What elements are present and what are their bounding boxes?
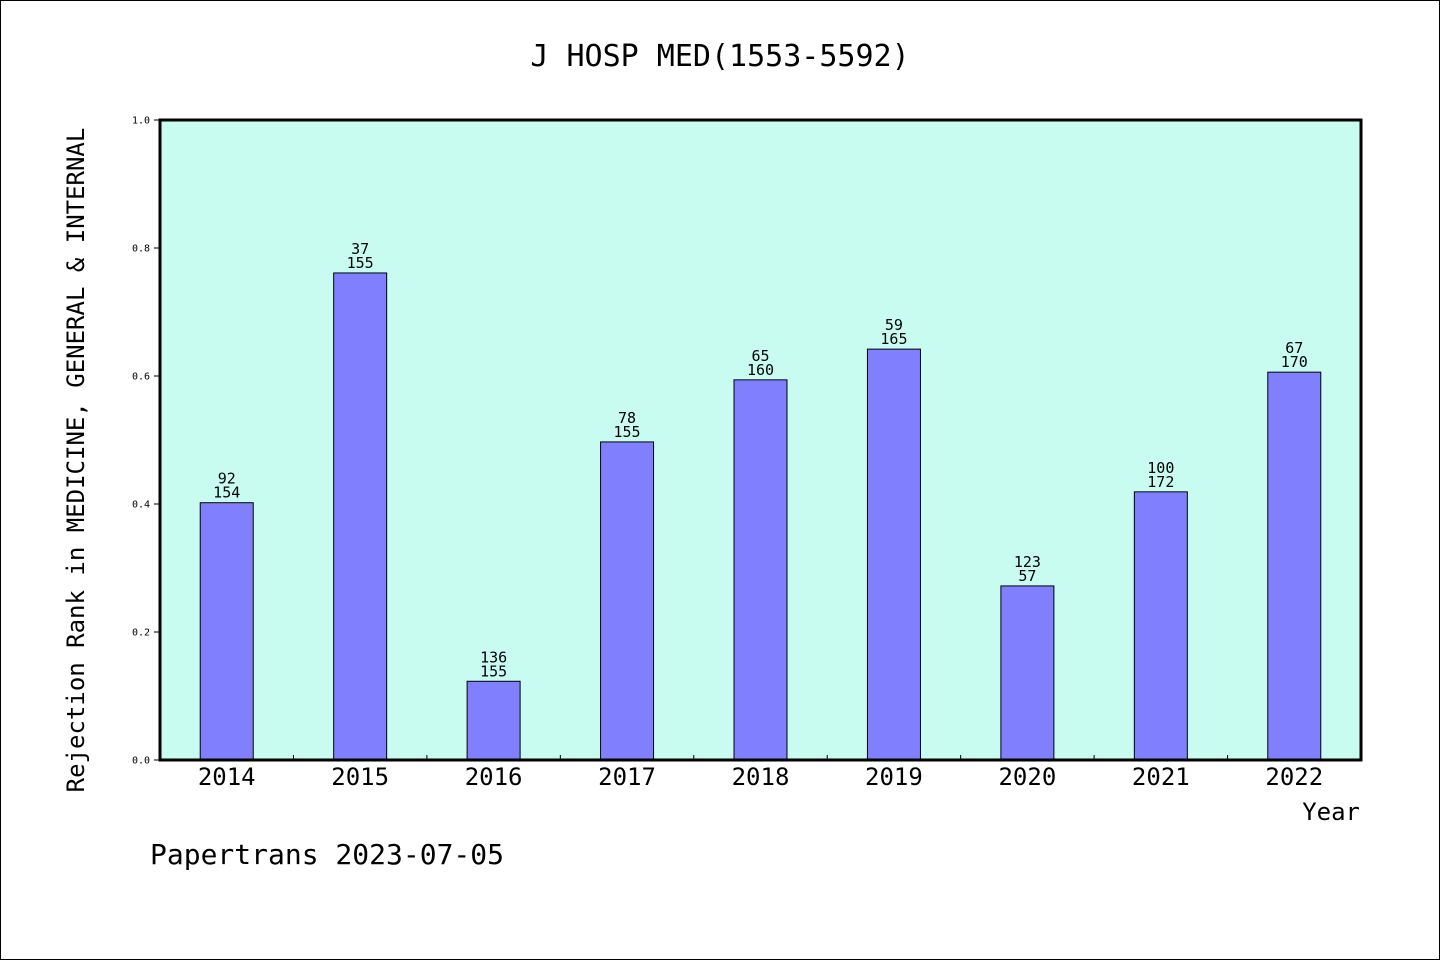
footer-credit: Papertrans 2023-07-05 <box>150 838 504 871</box>
y-tick-label: 0.6 <box>132 372 150 383</box>
x-tick-label: 2021 <box>1132 763 1190 791</box>
y-axis-ticks: 0.0 0.2 0.4 0.6 0.8 1.0 <box>132 116 160 767</box>
x-tick-label: 2017 <box>598 763 656 791</box>
x-axis-ticks: 2014 2015 2016 2017 2018 2019 2020 2021 2022 <box>198 755 1323 791</box>
x-tick-label: 2022 <box>1265 763 1323 791</box>
bar-data-label: 136 <box>480 648 507 666</box>
bar-2022 <box>1267 371 1322 761</box>
x-tick-label: 2018 <box>732 763 790 791</box>
bar-data-label: 165 <box>880 330 907 348</box>
y-tick-label: 0.8 <box>132 244 150 255</box>
bar-data-label: 160 <box>747 361 774 379</box>
bar-data-label: 65 <box>751 347 769 365</box>
x-tick-label: 2020 <box>998 763 1056 791</box>
bar-data-label: 172 <box>1147 473 1174 491</box>
bar-2021 <box>1133 491 1188 761</box>
bar-2018 <box>733 379 788 761</box>
bar-data-label: 92 <box>218 470 236 488</box>
y-axis-label: Rejection Rank in MEDICINE, GENERAL & IN… <box>62 128 90 793</box>
bar-2015 <box>333 272 388 761</box>
y-tick-label: 0.0 <box>132 756 150 767</box>
y-tick-label: 0.2 <box>132 628 150 639</box>
bar-data-label: 57 <box>1018 567 1036 585</box>
bar-data-label: 59 <box>885 316 903 334</box>
bars <box>199 272 1322 761</box>
bar-data-label: 155 <box>480 662 507 680</box>
x-tick-label: 2014 <box>198 763 256 791</box>
y-tick-label: 0.4 <box>132 500 150 511</box>
x-tick-label: 2016 <box>465 763 523 791</box>
x-tick-label: 2015 <box>331 763 389 791</box>
bar-data-label: 123 <box>1014 553 1041 571</box>
bar-data-label: 78 <box>618 409 636 427</box>
bar-2016 <box>466 680 521 761</box>
chart-title: J HOSP MED(1553-5592) <box>530 39 909 74</box>
bar-data-label: 170 <box>1281 353 1308 371</box>
bar-2019 <box>866 348 921 761</box>
bar-2017 <box>600 441 655 761</box>
y-tick-label: 1.0 <box>132 116 150 127</box>
bar-2014 <box>199 502 254 761</box>
bar-2020 <box>1000 585 1055 761</box>
bar-data-label: 155 <box>347 254 374 272</box>
plot-border <box>158 118 1363 762</box>
bar-data-label: 100 <box>1147 459 1174 477</box>
bar-labels: 9215437155136155781556516059165123571001… <box>213 240 1308 680</box>
x-axis-label: Year <box>1302 798 1360 826</box>
bar-data-label: 155 <box>614 423 641 441</box>
bar-data-label: 37 <box>351 240 369 258</box>
bar-data-label: 154 <box>213 484 240 502</box>
bar-data-label: 67 <box>1285 339 1303 357</box>
x-tick-label: 2019 <box>865 763 923 791</box>
